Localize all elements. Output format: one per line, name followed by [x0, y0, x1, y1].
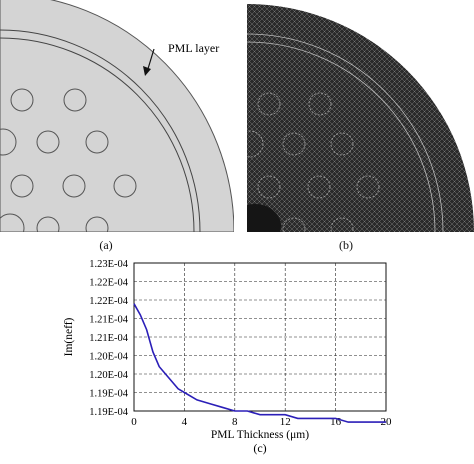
chart-svg: 1.23E-04 1.22E-04 1.22E-04 1.21E-04 1.21E-04…: [63, 259, 393, 455]
annotation-arrowhead: [143, 66, 151, 76]
x-tick-label: 4: [182, 416, 188, 428]
air-holes: [0, 88, 137, 232]
x-tick-label: 0: [131, 416, 137, 428]
y-axis-label: Im(neff): [63, 317, 75, 356]
y-tick-label: 1.22E-04: [89, 296, 129, 307]
cladding-outer-boundary: [0, 0, 234, 232]
panel-a-geometry: PML layer: [0, 0, 234, 232]
caption-b: (b): [339, 238, 353, 252]
y-tick-label: 1.20E-04: [89, 370, 129, 381]
cladding-inner-boundary: [0, 37, 195, 232]
geometry-diagram: PML layer: [0, 0, 234, 232]
caption-c: (c): [253, 441, 266, 455]
y-tick-label: 1.21E-04: [89, 333, 129, 344]
x-axis-label: PML Thickness (μm): [211, 429, 309, 441]
y-tick-label: 1.20E-04: [89, 352, 129, 363]
panel-b-mesh: [247, 4, 474, 232]
caption-a: (a): [99, 238, 113, 252]
y-tick-label: 1.19E-04: [89, 389, 129, 400]
x-tick-label: 20: [381, 416, 393, 428]
y-tick-label: 1.22E-04: [89, 278, 129, 289]
mesh-cladding-boundary: [247, 41, 436, 232]
mesh-holes: [247, 92, 380, 232]
pml-layer-label: PML layer: [168, 41, 219, 55]
x-tick-label: 8: [232, 416, 238, 428]
mesh-pml-boundary: [247, 33, 444, 232]
y-tick-label: 1.21E-04: [89, 315, 129, 326]
x-tick-label: 12: [280, 416, 291, 428]
panel-c-chart: 1.23E-04 1.22E-04 1.22E-04 1.21E-04 1.21E-04…: [60, 255, 474, 459]
y-tick-label: 1.19E-04: [89, 407, 129, 418]
dense-core-mesh: [247, 204, 281, 232]
pml-inner-boundary: [0, 29, 201, 232]
y-tick-label: 1.23E-04: [89, 259, 129, 270]
series-line: [133, 303, 386, 423]
mesh-region: [247, 4, 474, 232]
mesh-diagram: [247, 4, 474, 232]
x-tick-label: 16: [330, 416, 342, 428]
